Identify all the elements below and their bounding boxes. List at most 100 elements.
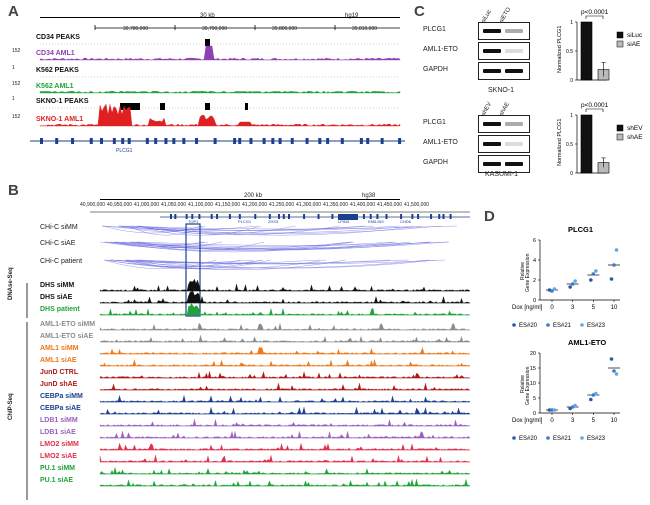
exon-a [121, 138, 125, 144]
coord-a-3: 39,810,000 [352, 26, 378, 32]
peak-a-4-3 [245, 103, 248, 110]
blot-bot-box-1 [478, 135, 530, 153]
chart3-xtick-label-2: 5 [592, 418, 596, 424]
hic-arc-2 [118, 259, 241, 268]
blot-top-band-2-0 [483, 69, 501, 73]
track-label-a-4: SKNO-1 PEAKS [36, 98, 89, 105]
scale-bar-b [100, 199, 400, 200]
exon-b [317, 214, 320, 219]
chart3-point-0-3 [609, 357, 614, 361]
chart3-point-1-3 [612, 369, 616, 373]
exon-b [228, 214, 231, 219]
chart3-point-2-1 [573, 403, 577, 408]
chart1-legend-label-1: shAE [627, 134, 643, 141]
chart1-legend-swatch-1 [616, 133, 624, 141]
track-label-a-5: SKNO-1 AML1 [36, 116, 84, 123]
exon-b [417, 214, 420, 219]
signal-b-10 [99, 406, 471, 415]
hic-arc-2 [110, 259, 429, 269]
chart2-xtick-label-0: 0 [550, 305, 554, 311]
chart2-xtick-label-3: 10 [611, 305, 618, 311]
chart0-sig-bracket [585, 15, 604, 19]
chart0-bar-0 [580, 21, 593, 81]
blot-bot-band-0-0 [483, 122, 501, 126]
blot-top-band-0-0 [483, 29, 501, 33]
chart1-ytick-label-0: 0 [570, 171, 573, 177]
coord-b-11: 41,450,000 [377, 202, 403, 208]
scale-bar-a [40, 17, 400, 18]
coord-a-0: 39,780,000 [123, 26, 149, 32]
exon-b [362, 214, 365, 219]
signal-b-9 [99, 394, 471, 403]
track-label-b-9: CEBPa siMM [40, 393, 83, 400]
exon-a [340, 138, 344, 144]
exon-a [182, 138, 186, 144]
chart3-point-0-0 [547, 408, 552, 412]
track-scale-a-5: 152 [12, 114, 21, 120]
chart2-point-1-1 [570, 282, 575, 286]
chart3-legend-dot-1 [546, 436, 550, 440]
chart3-point-0-2 [589, 397, 593, 402]
chart2-point-0-2 [589, 278, 593, 282]
signal-b-5 [99, 347, 471, 355]
exon-a [71, 138, 75, 144]
exon-a [213, 138, 217, 144]
signal-b-4 [99, 334, 471, 343]
coord-b-9: 41,350,000 [323, 202, 349, 208]
chart2-point-2-3 [614, 248, 619, 252]
chart1-ytick-label-2: 1 [570, 113, 573, 119]
blot-top-band-2-1 [505, 69, 523, 73]
blot-bot-band-1-0 [483, 142, 501, 146]
gene-label-b-0: TOP1 [188, 219, 199, 224]
chart3-ytick-label-3: 15 [530, 366, 536, 372]
track-label-b-6: AML1 siAE [40, 357, 77, 364]
chart3-ylabel-1: Relative [520, 375, 526, 393]
exon-b [331, 214, 334, 219]
chart0-ytick-label-1: 0.5 [566, 49, 573, 55]
exon-b [277, 214, 280, 219]
chart2-point-2-2 [594, 269, 598, 273]
gene-label-b-5: CHD6 [400, 219, 411, 224]
exon-b [438, 214, 441, 219]
track-label-b-2: DHS patient [40, 306, 80, 313]
exon-b [170, 214, 172, 219]
gene-label-b-3: LPIN3 [338, 219, 350, 224]
chart2-point-2-1 [573, 279, 577, 283]
exon-a [233, 138, 237, 144]
exon-b [282, 214, 285, 219]
chart3-xtick-label-3: 10 [611, 418, 618, 424]
coord-b-0: 40,900,000 [80, 202, 106, 208]
exon-b [191, 214, 194, 219]
signal-a-1 [39, 45, 401, 61]
coord-b-1: 40,950,000 [107, 202, 133, 208]
coord-b-2: 41,000,000 [134, 202, 160, 208]
signal-b-15 [99, 467, 471, 475]
chart3-point-2-3 [614, 372, 619, 376]
chart0-ylabel: Normalized PLCG1 [557, 26, 563, 73]
scale-label-a: 30 kb [200, 13, 215, 19]
hic-arc-2 [139, 259, 321, 264]
signal-a-3 [39, 90, 401, 94]
exon-b-lpin3 [338, 214, 358, 220]
chart3-title: AML1-ETO [568, 338, 606, 347]
exon-a [164, 138, 168, 144]
chart2-xtick-label-1: 3 [571, 305, 575, 311]
chart2-ylabel-2: Gene Expression [525, 253, 531, 292]
exon-a [238, 138, 242, 144]
peak-a-4-0 [120, 103, 140, 110]
coord-b-3: 41,050,000 [161, 202, 187, 208]
exon-a [366, 138, 370, 144]
blot-top-cell: SKNO-1 [488, 87, 515, 94]
exon-a [278, 138, 282, 144]
blot-bot-band-0-1 [505, 122, 523, 126]
chart3-legend-label-2: ES#23 [587, 436, 606, 442]
chart0-ytick-label-2: 1 [570, 20, 573, 26]
chart2-legend-dot-1 [546, 323, 550, 327]
chart2-ytick-label-0: 0 [533, 298, 536, 304]
exon-b [442, 214, 445, 219]
blot-top-row-label-2: GAPDH [423, 66, 448, 73]
exon-a [154, 138, 158, 144]
track-label-b-11: LDB1 siMM [40, 417, 78, 424]
exon-b [376, 214, 379, 219]
panel-letter-a: A [8, 3, 19, 20]
